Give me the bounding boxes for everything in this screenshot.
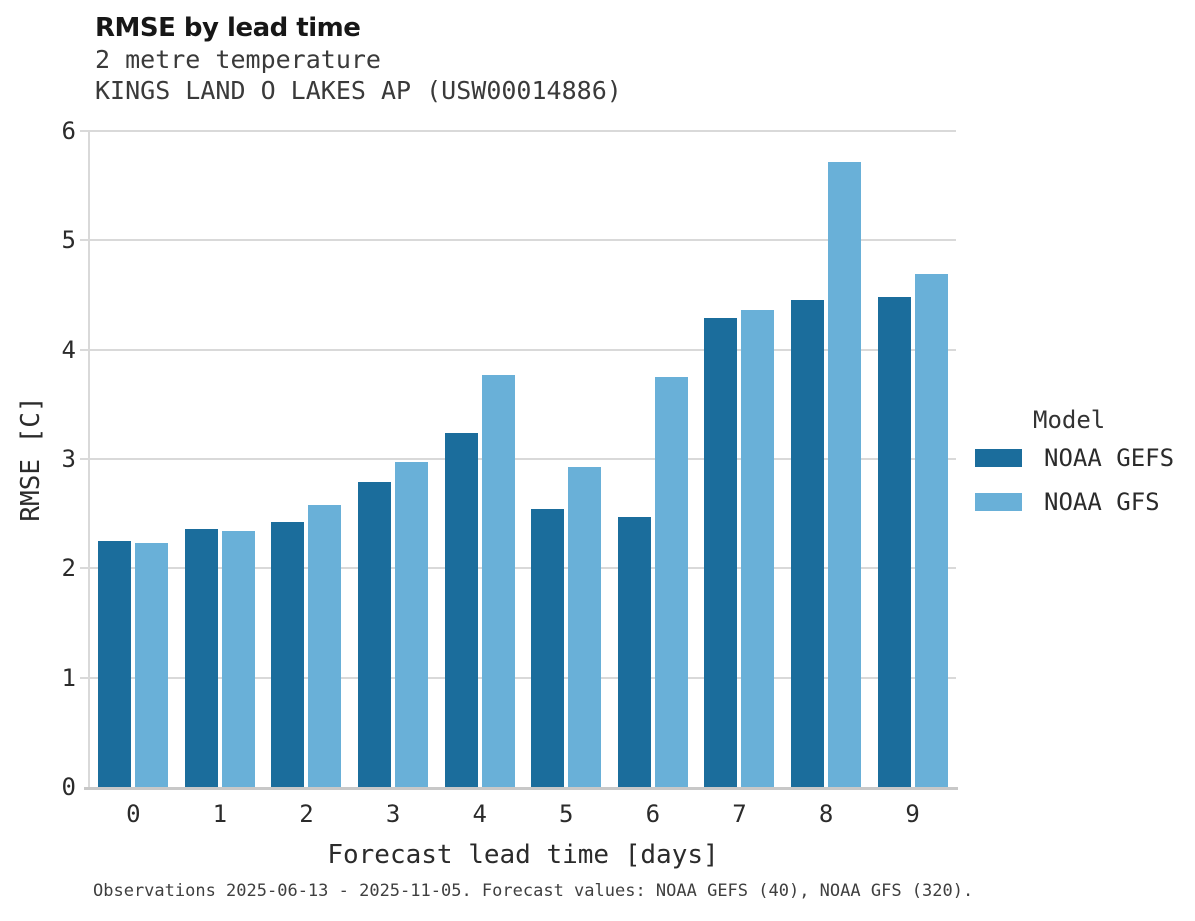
gridline-y-2 [90,567,956,570]
bar-noaa-gefs-lead-2 [271,522,305,787]
legend-label: NOAA GFS [1044,488,1160,516]
y-tick-mark-1 [80,676,90,679]
bar-noaa-gefs-lead-4 [444,432,478,787]
legend: Model NOAA GEFS NOAA GFS [975,406,1174,532]
legend-entries: NOAA GEFS NOAA GFS [975,444,1174,516]
x-tick-label-7: 7 [732,800,747,828]
bar-noaa-gefs-lead-9 [877,297,911,787]
bar-noaa-gfs-lead-3 [395,462,429,787]
footer-note: Observations 2025-06-13 - 2025-11-05. Fo… [93,881,974,901]
bar-noaa-gfs-lead-1 [221,531,255,787]
bar-noaa-gfs-lead-2 [308,504,342,787]
bar-group-lead-3 [350,131,437,787]
y-tick-label-1: 1 [61,663,76,692]
bar-noaa-gfs-lead-5 [568,466,602,787]
y-tick-mark-6 [80,130,90,132]
y-tick-mark-3 [80,458,90,460]
y-tick-label-4: 4 [61,335,76,364]
y-tick-label-5: 5 [61,226,76,255]
bar-noaa-gefs-lead-0 [98,541,132,787]
plot-area: 0 1 2 3 4 5 6 [62,117,958,801]
bar-noaa-gefs-lead-5 [531,509,565,787]
legend-swatch-icon [975,493,1022,511]
bars-container [90,131,956,787]
bar-group-lead-2 [263,131,350,787]
legend-entry-noaa-gfs: NOAA GFS [975,488,1174,516]
bar-noaa-gfs-lead-7 [741,310,775,787]
title-block: RMSE by lead time 2 metre temperature KI… [95,12,622,106]
bar-group-lead-1 [177,131,264,787]
x-tick-label-6: 6 [645,800,661,828]
x-tick-label-4: 4 [472,800,487,828]
bar-group-lead-0 [90,131,177,787]
y-tick-mark-4 [80,348,90,351]
x-axis-label: Forecast lead time [days] [327,840,719,870]
chart-subtitle-station: KINGS LAND O LAKES AP (USW00014886) [95,76,622,105]
bar-noaa-gfs-lead-4 [481,374,515,787]
bar-group-lead-6 [610,131,697,787]
bar-noaa-gefs-lead-6 [617,516,651,787]
x-tick-label-3: 3 [385,800,401,828]
bar-group-lead-4 [436,131,523,787]
x-tick-row: 0 1 2 3 4 5 6 7 8 9 [90,799,956,829]
bar-noaa-gefs-lead-8 [791,300,825,787]
x-tick-label-2: 2 [299,800,314,828]
bar-noaa-gfs-lead-8 [828,161,862,787]
bar-group-lead-5 [523,131,610,787]
y-axis-spine [88,131,90,789]
legend-title: Model [1033,406,1106,434]
y-tick-mark-2 [80,567,90,570]
bar-noaa-gefs-lead-7 [704,317,738,787]
legend-label: NOAA GEFS [1044,444,1175,472]
y-tick-label-2: 2 [61,554,76,583]
y-axis-label: RMSE [C] [16,396,46,522]
chart-title: RMSE by lead time [95,13,361,43]
gridline-y-3 [90,458,956,460]
chart-subtitle-variable: 2 metre temperature [95,45,381,74]
y-tick-label-0: 0 [61,773,76,801]
y-tick-mark-5 [80,239,90,242]
legend-entry-noaa-gefs: NOAA GEFS [975,444,1174,472]
bar-noaa-gfs-lead-9 [914,274,948,787]
x-axis-spine [84,787,958,790]
bar-noaa-gefs-lead-3 [358,481,392,787]
x-tick-label-9: 9 [905,800,920,828]
x-tick-label-1: 1 [212,800,228,828]
gridline-y-4 [90,348,956,351]
legend-swatch-icon [975,449,1022,467]
y-tick-label-6: 6 [61,117,76,145]
y-tick-label-3: 3 [61,445,76,473]
bar-group-lead-8 [783,131,870,787]
bar-noaa-gfs-lead-0 [135,543,169,787]
x-tick-label-0: 0 [126,800,141,828]
bar-group-lead-9 [869,131,956,787]
gridline-y-6 [90,130,956,132]
gridline-y-5 [90,239,956,242]
x-tick-label-5: 5 [559,800,574,828]
bar-noaa-gefs-lead-1 [184,528,218,787]
x-tick-label-8: 8 [818,800,834,828]
bar-noaa-gfs-lead-6 [654,377,688,787]
gridline-y-1 [90,676,956,679]
bar-group-lead-7 [696,131,783,787]
